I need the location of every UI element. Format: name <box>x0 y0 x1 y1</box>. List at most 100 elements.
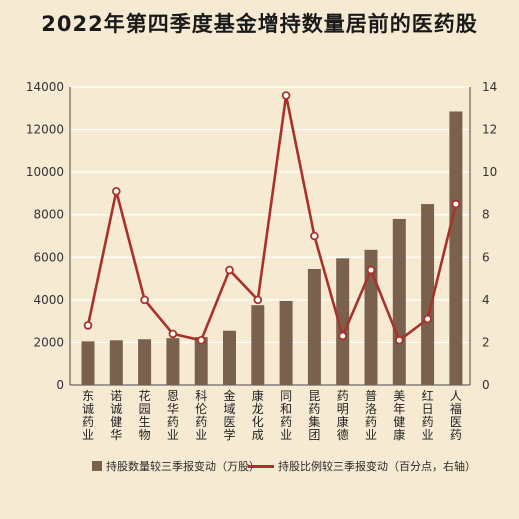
line-point <box>168 329 178 339</box>
line-point <box>451 199 461 209</box>
line-point <box>366 265 376 275</box>
category-label: 诚 <box>82 402 94 416</box>
line-point <box>253 295 263 305</box>
line-point <box>196 335 206 345</box>
right-tick-label: 0 <box>482 378 490 392</box>
category-label: 和 <box>280 402 292 416</box>
right-tick-label: 12 <box>482 123 497 137</box>
category-label: 昆 <box>308 389 320 403</box>
category-label: 药 <box>308 402 320 416</box>
right-tick-label: 6 <box>482 250 490 264</box>
category-label: 药 <box>422 415 434 429</box>
line-series <box>86 94 458 342</box>
legend-item-line: 持股比例较三季报变动（百分点，右轴） <box>248 458 476 474</box>
bar <box>336 258 350 385</box>
line-point <box>394 335 404 345</box>
category-label: 科 <box>195 389 207 403</box>
line-point <box>310 231 319 241</box>
category-label: 园 <box>139 402 151 416</box>
category-label: 健 <box>393 415 405 429</box>
category-label: 华 <box>110 428 122 442</box>
left-tick-label: 10000 <box>26 165 64 179</box>
category-label: 业 <box>365 428 377 442</box>
bar <box>392 218 406 385</box>
bar <box>364 249 378 385</box>
category-label: 业 <box>422 428 434 442</box>
bar <box>138 339 152 385</box>
right-tick-label: 2 <box>482 335 490 349</box>
category-label: 药 <box>365 415 377 429</box>
line-point <box>112 187 121 196</box>
category-label: 恩 <box>167 389 179 403</box>
left-tick-label: 2000 <box>33 335 64 349</box>
bar <box>251 305 265 385</box>
category-label: 生 <box>139 415 151 429</box>
category-label: 龙 <box>252 402 264 416</box>
category-label: 业 <box>195 428 207 442</box>
left-tick-label: 14000 <box>26 80 64 94</box>
category-label: 医 <box>223 415 235 429</box>
category-label: 诺 <box>110 389 122 403</box>
line-point <box>225 265 234 275</box>
category-label: 康 <box>393 427 405 442</box>
line-point <box>281 91 291 100</box>
right-tick-label: 4 <box>482 293 490 307</box>
bar <box>279 300 293 385</box>
category-label: 药 <box>167 415 179 429</box>
bar <box>81 341 95 385</box>
category-label: 业 <box>280 428 292 442</box>
bar <box>307 268 321 385</box>
bar <box>223 330 236 385</box>
chart-legend: 持股数量较三季报变动（万股） 持股比例较三季报变动（百分点，右轴） <box>0 458 519 476</box>
category-label: 康 <box>337 414 349 429</box>
right-tick-label: 10 <box>482 165 497 179</box>
bar <box>166 338 180 385</box>
left-tick-label: 0 <box>56 378 64 392</box>
category-label: 学 <box>223 427 235 442</box>
legend-item-bar: 持股数量较三季报变动（万股） <box>92 458 260 474</box>
chart-title: 2022年第四季度基金增持数量居前的医药股 <box>41 12 478 36</box>
category-label: 日 <box>422 402 434 416</box>
category-label: 康 <box>252 388 264 403</box>
category-label: 人 <box>450 389 462 403</box>
left-tick-label: 4000 <box>33 293 64 307</box>
category-label: 美 <box>393 389 405 403</box>
category-label: 普 <box>365 389 377 403</box>
category-label: 德 <box>337 427 349 442</box>
category-label: 成 <box>252 428 264 442</box>
category-label: 集 <box>308 414 320 429</box>
category-label: 化 <box>252 415 264 429</box>
category-label: 诚 <box>110 402 122 416</box>
category-label: 明 <box>337 402 349 416</box>
category-label: 金 <box>223 388 235 403</box>
legend-label-bar: 持股数量较三季报变动（万股） <box>106 460 260 473</box>
category-label: 花 <box>139 388 151 403</box>
category-label: 洛 <box>365 401 377 416</box>
bar <box>194 337 208 385</box>
line-point <box>423 314 432 324</box>
bar <box>109 340 123 385</box>
legend-label-line: 持股比例较三季报变动（百分点，右轴） <box>278 460 476 473</box>
legend-swatch-line <box>248 464 274 468</box>
category-label: 年 <box>393 402 405 416</box>
category-label: 业 <box>167 428 179 442</box>
category-label: 药 <box>280 415 292 429</box>
bar <box>449 111 463 385</box>
category-label: 药 <box>337 389 349 403</box>
line-point <box>140 295 149 305</box>
category-label: 伦 <box>195 401 207 416</box>
bar <box>421 204 435 385</box>
line-point <box>338 331 348 341</box>
legend-swatch-bar <box>92 461 102 471</box>
category-label: 业 <box>82 428 94 442</box>
category-label: 医 <box>450 415 462 429</box>
left-tick-label: 12000 <box>26 123 64 137</box>
left-tick-label: 8000 <box>33 208 64 222</box>
category-label: 同 <box>280 389 292 403</box>
category-label: 药 <box>82 415 94 429</box>
category-label: 域 <box>223 402 235 416</box>
category-label: 药 <box>195 415 207 429</box>
left-tick-label: 6000 <box>33 250 64 264</box>
